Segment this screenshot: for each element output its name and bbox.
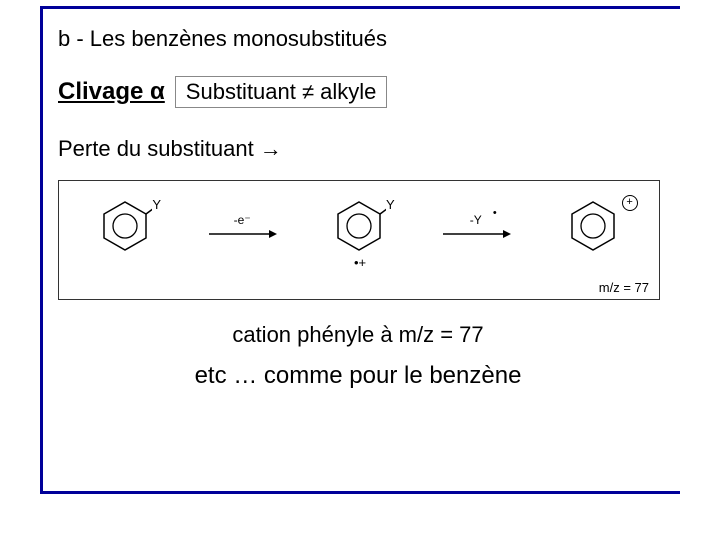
benzene-y-neutral: Y [98,199,152,253]
cation-caption: cation phényle à m/z = 77 [58,322,658,348]
clivage-line: Clivage α Substituant ≠ alkyle [58,76,678,108]
radical-dot-icon: • [493,207,497,219]
arrow-icon [207,228,277,240]
benzene-y-radical-cation: Y •+ [332,199,386,253]
hexagon-icon [332,199,386,253]
hexagon-icon [566,199,620,253]
radical-cation-marker: •+ [354,255,366,270]
fragmentation-label: -Y [470,213,482,227]
etc-caption: etc … comme pour le benzène [58,362,658,390]
substituent-box: Substituant ≠ alkyle [175,76,388,108]
arrow-icon [441,228,511,240]
reaction-diagram: Y -e⁻ Y •+ [58,180,660,300]
phenyl-cation: + [566,199,620,253]
substituent-label: Y [152,197,161,212]
fragmentation-arrow: -Y • [441,213,511,240]
hexagon-icon [98,199,152,253]
loss-text: Perte du substituant → [58,136,678,162]
substituent-label: Y [386,197,395,212]
clivage-label: Clivage α [58,78,165,106]
ionization-arrow: -e⁻ [207,213,277,240]
mz-caption: m/z = 77 [599,280,649,295]
diagram-row: Y -e⁻ Y •+ [59,181,659,253]
cation-marker: + [622,195,638,211]
section-title: b - Les benzènes monosubstitués [58,26,678,52]
ionization-label: -e⁻ [234,213,251,227]
slide-content: b - Les benzènes monosubstitués Clivage … [58,26,678,390]
